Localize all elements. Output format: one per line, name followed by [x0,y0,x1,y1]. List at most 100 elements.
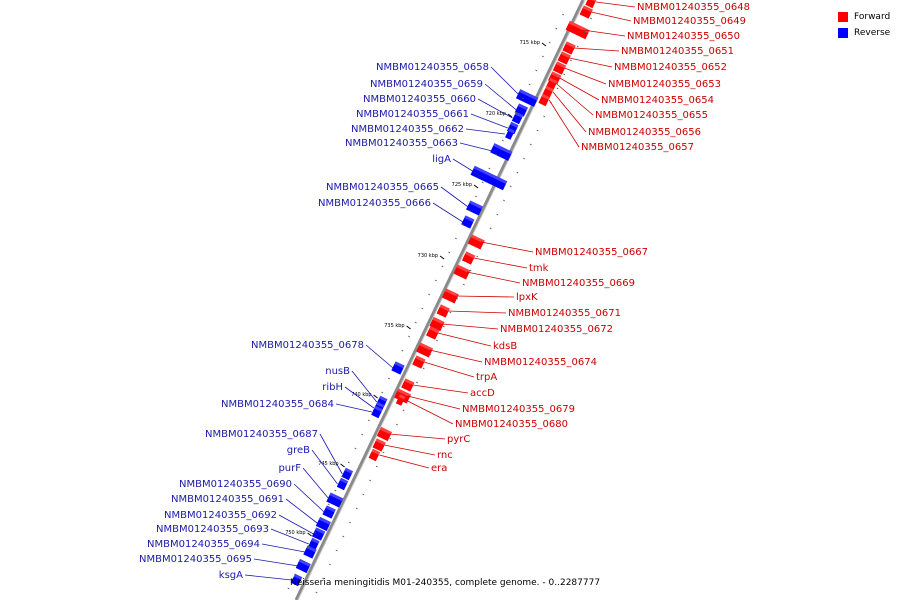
gene-label-rnc: rnc [437,450,453,461]
leader-line-tmk [473,257,528,269]
gene-feature-purF[interactable] [326,492,344,508]
leader-line-trpA [423,361,475,378]
gene-label-ksgA: ksgA [219,570,243,581]
leader-line-NMBM01240355_0669 [466,271,521,284]
gene-feature-accD[interactable] [401,378,415,392]
gene-feature-NMBM01240355_0660[interactable] [511,111,524,125]
gene-feature-kdsB[interactable] [426,326,440,340]
gene-feature-NMBM01240355_0657[interactable] [538,93,550,107]
leader-line-ligA [452,158,485,179]
minor-tick [496,213,499,216]
gene-feature-NMBM01240355_0658[interactable] [515,89,539,107]
tick-mark [541,42,547,47]
gene-feature-NMBM01240355_0678[interactable] [391,361,405,375]
minor-tick [508,125,511,128]
minor-tick [395,423,398,426]
gene-feature-greB[interactable] [336,477,349,491]
minor-tick [347,461,350,464]
gene-label-NMBM01240355_0652: NMBM01240355_0652 [614,62,727,73]
minor-tick [576,45,579,48]
gene-feature-pyrC[interactable] [376,426,392,442]
minor-tick [342,535,345,538]
leader-line-NMBM01240355_0659 [484,83,517,111]
leader-line-ksgA [244,574,292,581]
minor-tick [294,573,297,576]
minor-tick [434,279,437,282]
leader-line-NMBM01240355_0678 [365,344,394,369]
leader-line-NMBM01240355_0690 [293,483,325,513]
tick-mark [307,532,312,537]
gene-feature-NMBM01240355_0674[interactable] [416,342,434,358]
minor-tick [521,97,524,100]
minor-tick [475,195,477,198]
minor-tick [367,419,370,422]
gene-feature-NMBM01240355_0653[interactable] [552,61,567,75]
gene-feature-NMBM01240355_0669[interactable] [453,264,471,280]
gene-feature-rnc[interactable] [372,438,386,452]
gene-feature-NMBM01240355_0651[interactable] [562,41,576,55]
gene-label-trpA: trpA [476,372,497,383]
minor-tick [536,129,539,132]
minor-tick [327,503,330,506]
gene-feature-NMBM01240355_0663[interactable] [490,143,513,161]
minor-tick [454,237,457,240]
gene-feature-NMBM01240355_0667[interactable] [467,234,485,250]
gene-feature-NMBM01240355_0652[interactable] [557,51,571,65]
gene-feature-NMBM01240355_0680[interactable] [395,394,406,406]
gene-label-NMBM01240355_0659: NMBM01240355_0659 [370,79,483,90]
gene-feature-ligA[interactable] [470,165,508,191]
gene-feature-NMBM01240355_0666[interactable] [461,215,475,229]
minor-tick [489,227,492,230]
minor-tick [394,363,397,366]
gene-label-NMBM01240355_0661: NMBM01240355_0661 [356,109,469,120]
minor-tick [362,493,365,496]
gene-feature-NMBM01240355_0671[interactable] [436,304,450,318]
minor-tick [408,335,411,338]
minor-tick [389,437,392,440]
leader-line-NMBM01240355_0667 [481,241,534,253]
gene-feature-ksgA[interactable] [290,573,303,587]
leader-line-NMBM01240355_0666 [432,202,464,223]
gene-label-NMBM01240355_0663: NMBM01240355_0663 [345,138,458,149]
gene-feature-NMBM01240355_0687[interactable] [341,467,354,481]
gene-feature-NMBM01240355_0665[interactable] [466,200,483,216]
gene-feature-NMBM01240355_0649[interactable] [579,5,593,19]
gene-feature-tmk[interactable] [461,251,476,265]
gene-feature-era[interactable] [368,448,381,462]
leader-line-purF [302,467,331,501]
gene-feature-NMBM01240355_0692[interactable] [311,527,326,541]
gene-label-ribH: ribH [322,382,343,393]
gene-label-pyrC: pyrC [447,434,470,445]
leader-line-NMBM01240355_0660 [477,98,513,119]
gene-label-NMBM01240355_0695: NMBM01240355_0695 [139,554,252,565]
legend: Forward Reverse [838,9,890,41]
leader-line-pyrC [389,433,446,440]
leader-line-NMBM01240355_0650 [582,29,626,37]
minor-tick [562,13,565,16]
leader-line-era [379,454,430,469]
minor-tick [469,269,472,272]
gene-label-NMBM01240355_0649: NMBM01240355_0649 [633,16,746,27]
genome-caption: Neisseria meningitidis M01-240355, compl… [290,578,601,588]
gene-feature-NMBM01240355_0648[interactable] [585,0,597,9]
tick-label: 730 kbp [418,253,438,259]
gene-label-NMBM01240355_0656: NMBM01240355_0656 [588,127,701,138]
tick-mark [340,463,345,468]
minor-tick [374,405,377,408]
gene-feature-NMBM01240355_0650[interactable] [565,20,590,40]
minor-tick [442,325,445,328]
gene-label-purF: purF [278,463,301,474]
minor-tick [382,451,385,454]
minor-tick [401,349,404,352]
leader-line-NMBM01240355_0655 [556,83,594,116]
gene-feature-NMBM01240355_0662[interactable] [505,128,515,140]
gene-feature-NMBM01240355_0672[interactable] [429,316,445,332]
gene-feature-NMBM01240355_0690[interactable] [322,505,336,519]
leader-line-NMBM01240355_0648 [595,1,636,8]
minor-tick [541,55,544,58]
gene-label-NMBM01240355_0684: NMBM01240355_0684 [221,399,334,410]
gene-feature-trpA[interactable] [412,355,426,369]
gene-feature-lpxK[interactable] [441,288,459,304]
gene-feature-NMBM01240355_0684[interactable] [371,405,383,419]
